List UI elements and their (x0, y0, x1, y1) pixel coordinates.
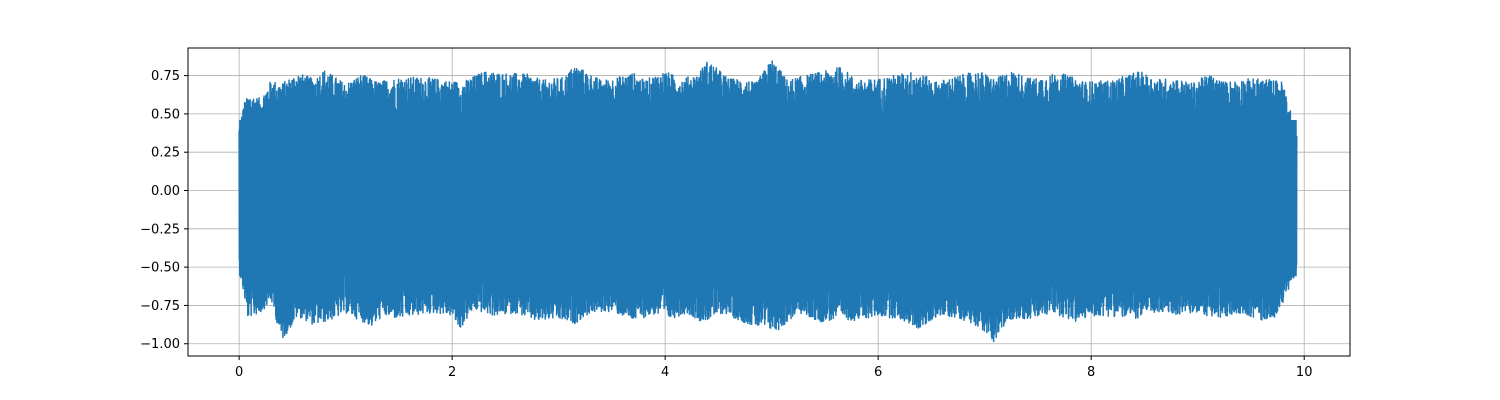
x-tick-label: 0 (235, 365, 243, 380)
x-tick-label: 8 (1087, 365, 1095, 380)
x-tick-label: 6 (874, 365, 882, 380)
waveform-core (239, 120, 1297, 277)
y-tick-label: −0.25 (140, 222, 180, 237)
axes (187, 47, 1351, 357)
axes-frame (187, 47, 1351, 357)
y-tick-label: 0.25 (151, 146, 180, 161)
y-tick-label: 0.00 (151, 184, 180, 199)
y-axis-ticks: −1.00 −0.75 −0.50 −0.25 0.00 0.25 0.50 0.75 (140, 69, 188, 352)
x-tick-label: 10 (1296, 365, 1313, 380)
x-tick-label: 2 (448, 365, 456, 380)
waveform-series (238, 60, 1298, 343)
y-tick-label: −0.75 (140, 299, 180, 314)
x-tick-label: 4 (661, 365, 669, 380)
y-tick-label: −1.00 (140, 337, 180, 352)
y-tick-label: −0.50 (140, 261, 180, 276)
y-tick-label: 0.50 (151, 107, 180, 122)
x-axis-ticks: 0 2 4 6 8 10 (235, 356, 1312, 380)
y-tick-label: 0.75 (151, 69, 180, 84)
